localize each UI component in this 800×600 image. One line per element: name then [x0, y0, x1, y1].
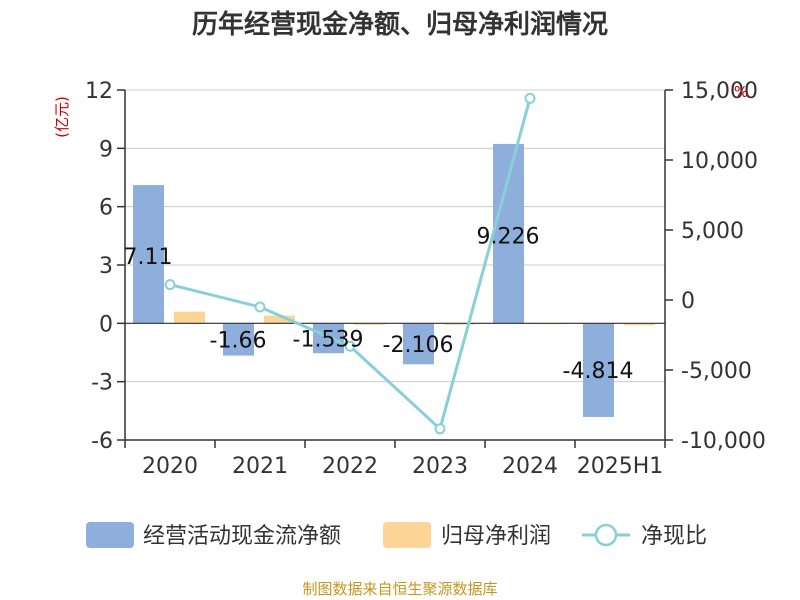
left-tick-label: 12	[85, 79, 113, 104]
cashflow-data-label: -4.814	[563, 359, 634, 384]
legend-marker-ratio	[594, 523, 618, 547]
left-tick-label: -6	[91, 429, 113, 454]
legend-label-cashflow: 经营活动现金流净额	[143, 524, 341, 549]
left-axis-unit: (亿元)	[53, 96, 71, 138]
ratio-point	[254, 301, 266, 313]
ratio-point	[434, 423, 446, 435]
cashflow-data-label: 9.226	[477, 225, 540, 250]
legend-swatch-cashflow	[86, 522, 134, 548]
chart-title: 历年经营现金净额、归母净利润情况	[192, 9, 608, 40]
x-tick-label: 2024	[502, 454, 558, 479]
left-tick-label: 9	[99, 137, 113, 162]
ratio-point	[164, 279, 176, 291]
bar-cashflow	[223, 323, 254, 356]
bar-net-profit	[444, 323, 475, 325]
axes: 12 9 6 3 0 -3 -6 15,000 10,000 5,000 0 -5,000 -10,00…	[85, 79, 766, 479]
x-tick-label: 2021	[232, 454, 288, 479]
right-tick-label: 0	[681, 289, 695, 314]
bar-cashflow	[133, 185, 164, 324]
legend-label-ratio: 净现比	[641, 524, 707, 549]
bar-net-profit	[174, 311, 205, 324]
net-cash-ratio-line	[164, 92, 536, 435]
ratio-point	[344, 340, 356, 352]
data-labels: 7.11 -1.66 -1.539 -2.106 9.226 -4.814	[124, 225, 634, 385]
data-source: 制图数据来自恒生聚源数据库	[302, 580, 497, 598]
cashflow-data-label: -1.66	[210, 328, 267, 353]
left-tick-label: -3	[91, 371, 113, 396]
ratio-point	[524, 92, 536, 104]
x-tick-label: 2020	[142, 454, 198, 479]
legend: 经营活动现金流净额 归母净利润 净现比	[86, 522, 707, 549]
x-tick-label: 2023	[412, 454, 468, 479]
left-tick-label: 6	[99, 196, 113, 221]
right-tick-label: -10,000	[681, 429, 766, 454]
left-tick-label: 3	[99, 254, 113, 279]
cashflow-data-label: 7.11	[124, 245, 173, 270]
cashflow-data-label: -1.539	[293, 327, 364, 352]
x-tick-label: 2025H1	[577, 454, 664, 479]
bar-cashflow	[583, 323, 614, 417]
legend-swatch-net-profit	[383, 522, 431, 548]
right-axis-unit: %	[734, 83, 748, 101]
right-tick-label: 5,000	[681, 219, 744, 244]
left-tick-label: 0	[99, 312, 113, 337]
x-tick-label: 2022	[322, 454, 378, 479]
bar-cashflow	[403, 323, 434, 365]
bar-net-profit	[354, 323, 385, 325]
bar-net-profit	[264, 315, 295, 324]
bar-net-profit	[624, 323, 655, 326]
legend-label-net-profit: 归母净利润	[441, 524, 551, 549]
cashflow-data-label: -2.106	[383, 333, 454, 358]
right-tick-label: -5,000	[681, 359, 752, 384]
right-tick-label: 10,000	[681, 149, 758, 174]
right-tick-label: 15,000	[681, 79, 758, 104]
